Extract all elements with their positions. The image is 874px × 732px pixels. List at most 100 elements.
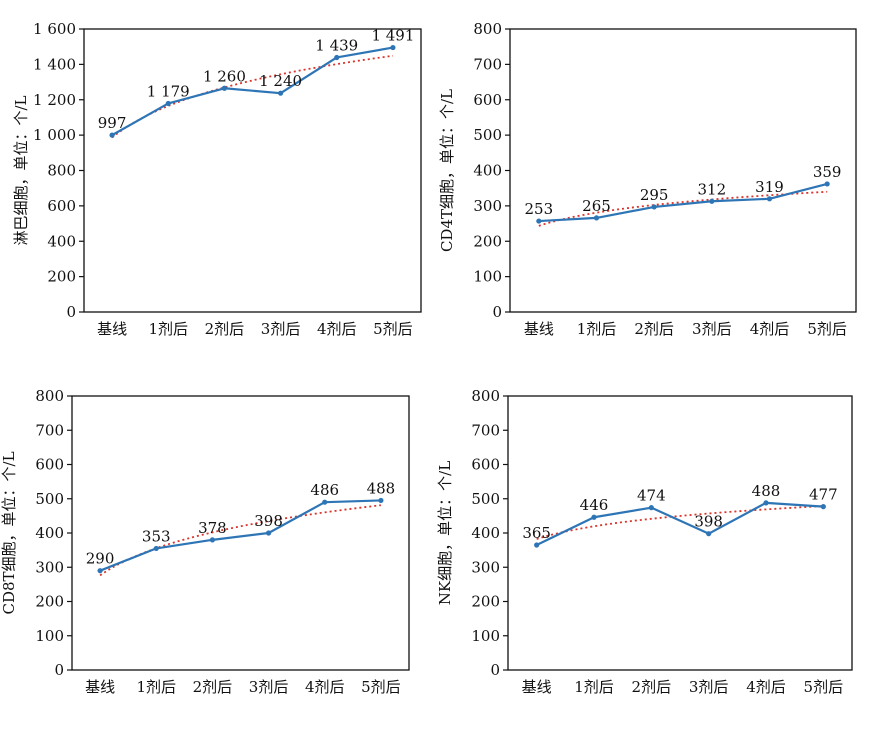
data-label: 353 [142,527,171,545]
x-tick-label: 2剂后 [632,678,672,696]
y-axis-title: CD4T细胞，单位：个/L [438,89,456,252]
data-label: 290 [86,550,115,568]
data-point [536,218,542,224]
x-tick-label: 4剂后 [750,320,790,338]
data-label: 319 [755,178,784,196]
data-label: 474 [637,487,666,505]
chart-panel-2: 0 100 200 300 400 500 600 700 800 基线 1剂后 2剂后 3剂后 4剂后 5… [438,20,857,338]
y-tick-label: 800 [471,387,500,405]
data-label: 295 [640,186,669,204]
y-tick-label: 100 [35,627,64,645]
data-label: 265 [582,197,611,215]
y-tick-label: 200 [35,593,64,611]
x-tick-label: 2剂后 [205,320,245,338]
y-tick-label: 700 [35,421,64,439]
data-label: 1 240 [259,72,302,90]
x-tick-label: 5剂后 [804,678,844,696]
data-point [820,504,826,510]
data-label: 312 [698,180,727,198]
x-tick-label: 1剂后 [574,678,614,696]
data-label: 359 [813,163,842,181]
y-tick-label: 100 [471,627,500,645]
x-tick-label: 4剂后 [317,320,357,338]
data-label: 1 179 [147,82,190,100]
y-tick-label: 300 [473,197,502,215]
data-label: 1 491 [371,27,414,45]
y-tick-label: 500 [35,490,64,508]
data-point [209,537,216,543]
y-axis-title: NK细胞，单位：个/L [436,461,454,605]
data-point [763,500,769,506]
data-label: 446 [580,496,609,514]
x-tick-label: 5剂后 [373,320,413,338]
plot-frame [509,28,857,313]
y-tick-label: 0 [66,303,76,321]
x-tick-label: 1剂后 [148,320,188,338]
y-tick-label: 1 600 [33,20,76,38]
y-tick-label: 0 [490,661,500,679]
y-tick-label: 1 200 [33,91,76,109]
data-label: 378 [198,519,227,537]
data-point [109,132,115,138]
y-tick-label: 200 [471,593,500,611]
y-tick-label: 700 [473,55,502,73]
chart-panel-1: 0 200 400 600 800 1 000 1 200 1 400 1 600 基线 1剂后 2剂… [12,20,422,338]
chart-panel-4: 0 100 200 300 400 500 600 700 800 基线 1剂后 2剂后 3剂后 4剂后 5… [436,387,853,696]
x-tick-label: 2剂后 [193,678,233,696]
x-tick-label: 4剂后 [305,678,345,696]
data-point [648,505,654,511]
data-label: 398 [694,513,723,531]
data-point [322,499,328,505]
series-line [536,501,824,546]
series-line [99,499,381,572]
data-point [591,514,597,520]
data-label: 488 [752,482,781,500]
plot-frame [83,28,422,313]
x-tick-label: 3剂后 [249,678,289,696]
y-tick-label: 300 [471,558,500,576]
data-label: 477 [809,486,838,504]
x-tick-label: 4剂后 [746,678,786,696]
y-tick-label: 800 [47,162,76,180]
y-tick-label: 700 [471,421,500,439]
data-point [824,181,830,187]
y-tick-label: 800 [473,20,502,38]
y-tick-label: 1 000 [33,126,76,144]
plot-frame [71,395,410,671]
y-tick-label: 600 [471,456,500,474]
y-tick-label: 800 [35,387,64,405]
x-tick-label: 基线 [522,678,552,696]
chart-panel-3: 0 100 200 300 400 500 600 700 800 基线 1剂后 2剂后 3剂后 4剂后 5… [0,387,410,696]
data-label: 488 [367,479,396,497]
data-label: 1 439 [315,36,358,54]
data-label: 398 [254,512,283,530]
data-point [277,90,284,96]
y-tick-label: 500 [471,490,500,508]
y-tick-label: 1 400 [33,55,76,73]
x-tick-label: 3剂后 [692,320,732,338]
data-label: 1 260 [203,67,246,85]
y-tick-label: 600 [473,91,502,109]
y-tick-label: 0 [54,661,64,679]
data-point [534,542,540,548]
trend-line [536,505,824,540]
y-tick-label: 400 [35,524,64,542]
data-point [221,85,228,91]
x-tick-label: 基线 [97,320,127,338]
y-axis-title: CD8T细胞，单位：个/L [0,451,18,614]
y-tick-label: 400 [473,162,502,180]
data-point [97,568,103,574]
x-tick-label: 2剂后 [634,320,674,338]
trend-line [538,190,828,227]
x-tick-label: 3剂后 [689,678,729,696]
data-point [709,198,715,204]
y-tick-label: 600 [47,197,76,215]
x-tick-label: 基线 [524,320,554,338]
x-tick-label: 1剂后 [136,678,176,696]
x-tick-label: 5剂后 [361,678,401,696]
x-tick-label: 3剂后 [261,320,301,338]
y-tick-label: 400 [471,524,500,542]
data-point [265,530,272,536]
